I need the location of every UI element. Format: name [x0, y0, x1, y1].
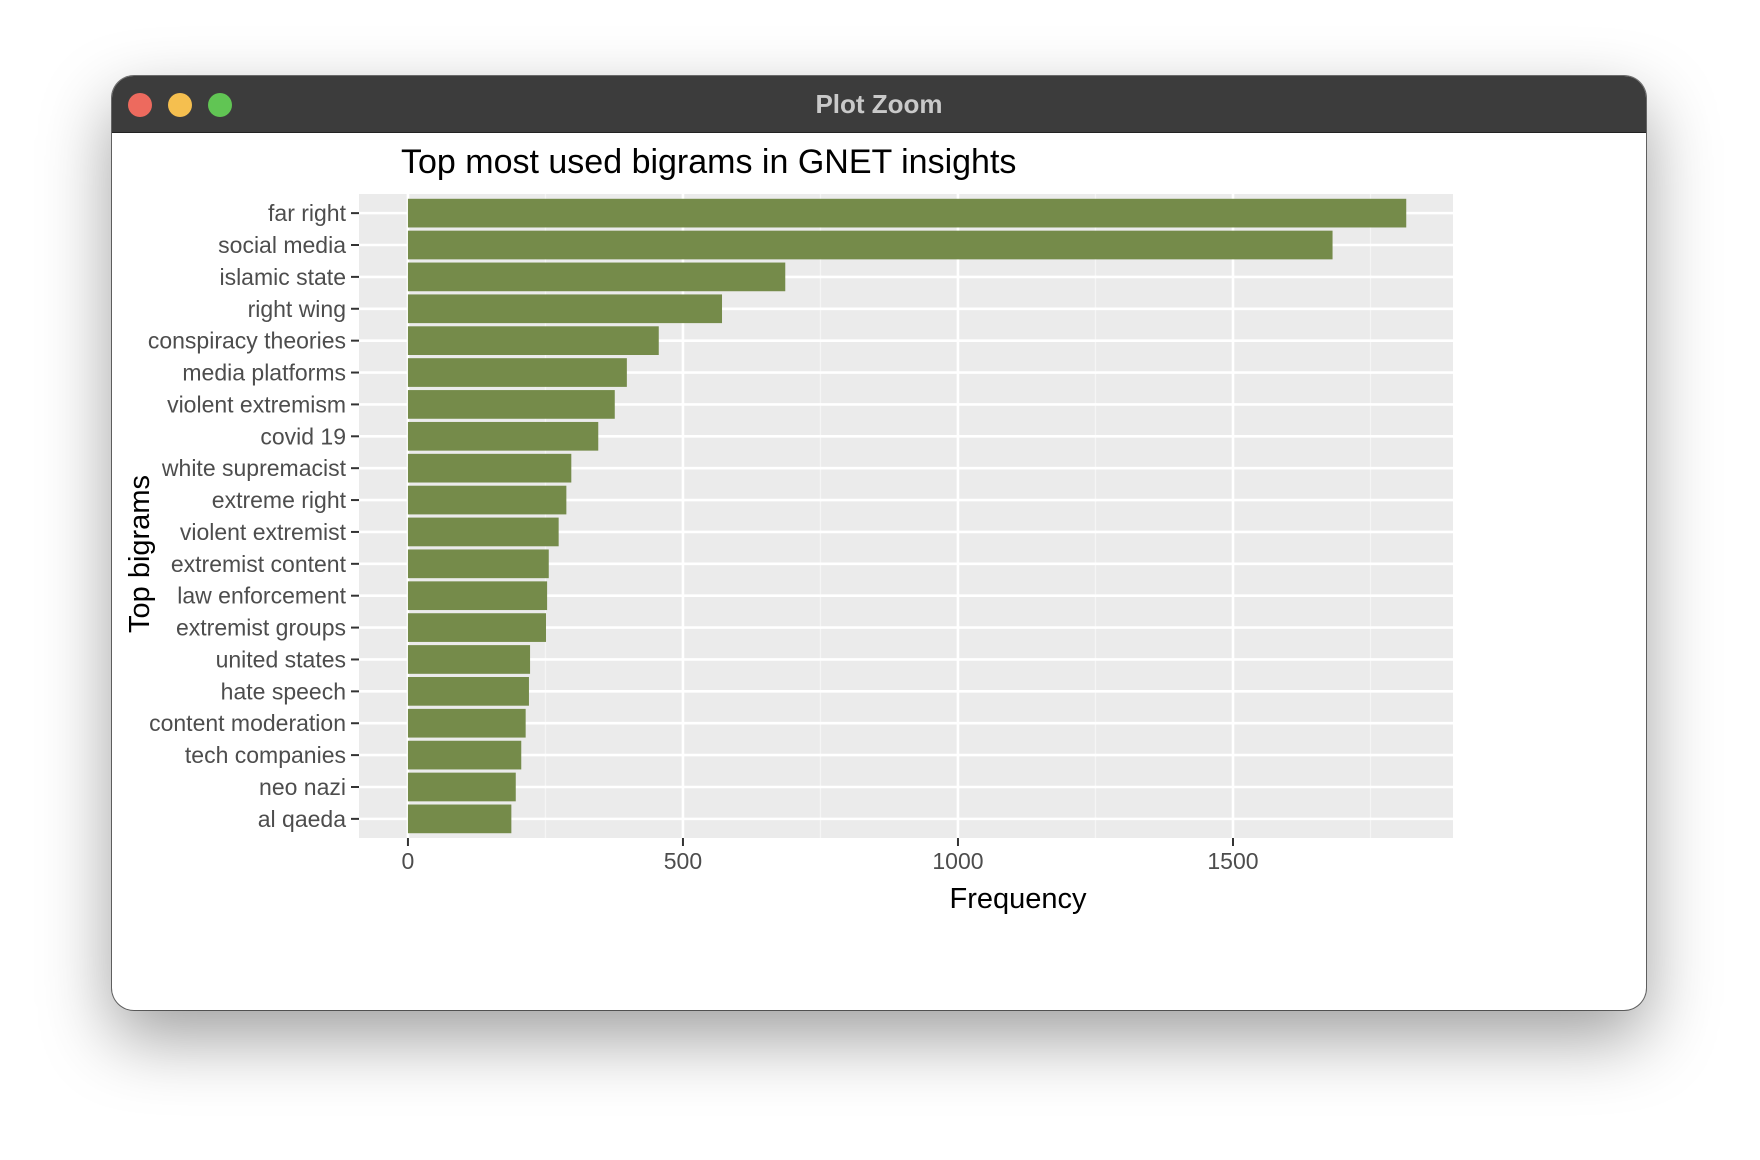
- y-tick-label: covid 19: [260, 423, 346, 449]
- zoom-button[interactable]: [208, 93, 232, 117]
- plot-area: Top most used bigrams in GNET insights F…: [112, 133, 1646, 1010]
- bar: [407, 645, 531, 674]
- y-tick-label: islamic state: [219, 264, 346, 290]
- window-titlebar[interactable]: Plot Zoom: [112, 76, 1646, 133]
- bar: [407, 358, 627, 387]
- bar: [407, 613, 547, 642]
- bar: [407, 421, 599, 451]
- y-tick-label: far right: [268, 200, 347, 226]
- bar: [407, 549, 549, 579]
- y-tick-label: extremist content: [171, 551, 347, 577]
- y-tick-label: violent extremism: [167, 391, 346, 417]
- y-tick-label: white supremacist: [161, 455, 347, 481]
- bar: [407, 326, 659, 355]
- minimize-button[interactable]: [168, 93, 192, 117]
- y-tick-label: law enforcement: [177, 583, 346, 609]
- y-tick-label: conspiracy theories: [148, 328, 346, 354]
- plot-zoom-window: Plot Zoom Top most used bigrams in GNET …: [112, 76, 1646, 1010]
- bar: [407, 708, 526, 738]
- bar: [407, 230, 1333, 260]
- x-tick-label: 1000: [932, 848, 983, 874]
- x-tick-label: 500: [664, 848, 702, 874]
- x-tick-label: 1500: [1207, 848, 1258, 874]
- y-tick-label: violent extremist: [180, 519, 347, 545]
- bar: [407, 294, 723, 324]
- y-tick-label: social media: [218, 232, 346, 258]
- bar: [407, 581, 548, 611]
- y-tick-label: hate speech: [221, 678, 346, 704]
- bar: [407, 485, 567, 515]
- bar: [407, 390, 615, 419]
- bar: [407, 677, 529, 706]
- bar: [407, 517, 559, 547]
- y-tick-label: extremist groups: [176, 615, 346, 641]
- y-tick-label: media platforms: [182, 360, 346, 386]
- bar: [407, 453, 572, 483]
- y-tick-label: extreme right: [212, 487, 347, 513]
- bar: [407, 262, 786, 292]
- y-tick-label: al qaeda: [258, 806, 346, 832]
- x-axis-label: Frequency: [949, 883, 1087, 915]
- x-tick-label: 0: [402, 848, 415, 874]
- y-tick-label: tech companies: [185, 742, 346, 768]
- bar-chart: Top most used bigrams in GNET insights F…: [124, 143, 1453, 915]
- y-tick-label: united states: [216, 646, 346, 672]
- chart-body: far right social media islamic state right …: [148, 194, 1453, 874]
- bar: [407, 740, 522, 770]
- bar: [407, 198, 1407, 228]
- bar: [407, 772, 516, 802]
- window-title: Plot Zoom: [815, 89, 943, 119]
- y-tick-label: neo nazi: [259, 774, 346, 800]
- y-axis-label: Top bigrams: [124, 475, 156, 633]
- chart-title: Top most used bigrams in GNET insights: [401, 143, 1016, 181]
- y-tick-label: right wing: [248, 296, 346, 322]
- close-button[interactable]: [128, 93, 152, 117]
- bar: [407, 804, 512, 834]
- y-tick-label: content moderation: [149, 710, 346, 736]
